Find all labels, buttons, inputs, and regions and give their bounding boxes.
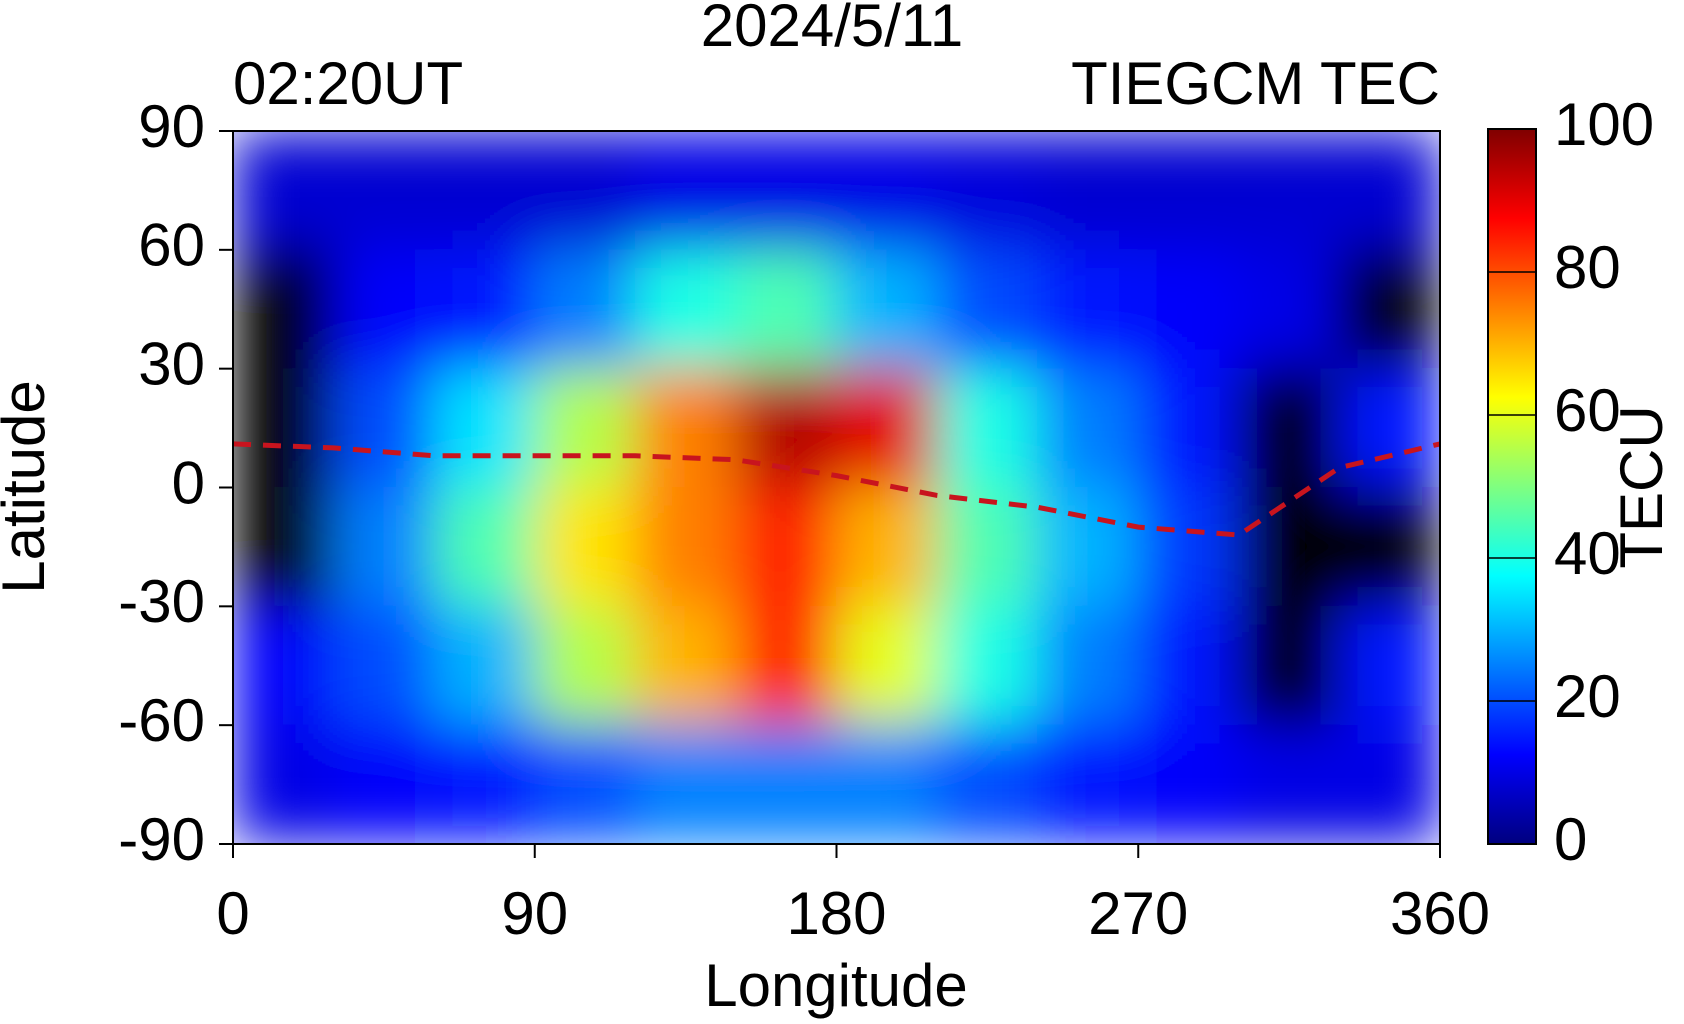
heat-cell	[836, 487, 938, 607]
heat-cell	[1037, 487, 1139, 607]
heat-cell	[1037, 249, 1139, 370]
heat-cell	[233, 724, 335, 844]
y-tick-label: 0	[172, 449, 205, 516]
x-tick-label: 270	[1088, 880, 1188, 947]
heat-cell	[233, 249, 335, 370]
heat-cell	[1338, 487, 1440, 607]
colorbar-tick-label: 0	[1554, 806, 1587, 873]
heat-cell	[1338, 249, 1440, 370]
heat-cell	[1238, 368, 1340, 488]
heat-cell	[333, 249, 435, 370]
heat-cell	[1137, 605, 1240, 726]
heat-cell	[936, 605, 1039, 726]
heat-cell	[1037, 368, 1139, 488]
heat-cell	[534, 249, 636, 370]
y-tick-label: 30	[138, 331, 205, 398]
heat-cell	[936, 368, 1039, 488]
heat-cell	[1338, 605, 1440, 726]
heat-cell	[836, 724, 938, 844]
heat-cell	[433, 131, 536, 251]
heat-cell	[936, 249, 1039, 370]
heat-cell	[735, 131, 837, 251]
heat-cell	[233, 605, 335, 726]
heat-cell	[534, 131, 636, 251]
heat-cell	[735, 487, 837, 607]
heat-cell	[333, 724, 435, 844]
heat-cell	[1238, 605, 1340, 726]
colorbar-tick-label: 60	[1554, 377, 1621, 444]
x-tick-label: 0	[216, 880, 249, 947]
heat-cell	[433, 368, 536, 488]
heat-cell	[1137, 724, 1240, 844]
heat-cell	[1137, 487, 1240, 607]
heat-cell	[836, 368, 938, 488]
heat-cell	[1137, 131, 1240, 251]
subtitle-left: 02:20UT	[233, 50, 463, 117]
colorbar-tick-label: 40	[1554, 520, 1621, 587]
heat-cell	[433, 605, 536, 726]
heat-cell	[534, 605, 636, 726]
heat-cell	[333, 605, 435, 726]
heat-cell	[233, 131, 335, 251]
heat-cell	[735, 724, 837, 844]
heat-cell	[1037, 605, 1139, 726]
heat-cell	[333, 368, 435, 488]
heat-cell	[433, 724, 536, 844]
heat-cell	[1137, 249, 1240, 370]
heat-cell	[936, 131, 1039, 251]
x-tick-label: 180	[786, 880, 886, 947]
heat-cell	[333, 487, 435, 607]
heat-cell	[735, 249, 837, 370]
heat-cell	[233, 487, 335, 607]
heat-cell	[1338, 368, 1440, 488]
y-tick-label: 60	[138, 212, 205, 279]
subtitle-right: TIEGCM TEC	[1071, 50, 1440, 117]
heat-cell	[1238, 487, 1340, 607]
heat-cell	[1037, 724, 1139, 844]
heat-cell	[634, 605, 737, 726]
heat-cell	[836, 249, 938, 370]
heat-cell	[735, 605, 837, 726]
heat-cell	[634, 368, 737, 488]
x-tick-label: 90	[501, 880, 568, 947]
chart-title: 2024/5/11	[701, 0, 963, 59]
plot-area	[233, 131, 1440, 844]
colorbar-tick-label: 80	[1554, 234, 1621, 301]
heat-cell	[534, 368, 636, 488]
x-axis-label: Longitude	[704, 952, 968, 1019]
heat-cell	[1037, 131, 1139, 251]
heat-cell	[1238, 249, 1340, 370]
heat-cell	[333, 131, 435, 251]
heat-cell	[1238, 131, 1340, 251]
y-tick-label: -90	[118, 806, 205, 873]
heat-cell	[634, 249, 737, 370]
heat-cell	[534, 724, 636, 844]
colorbar-tick-label: 20	[1554, 663, 1621, 730]
heat-cell	[836, 131, 938, 251]
heat-cell	[634, 487, 737, 607]
colorbar	[1487, 128, 1537, 845]
heat-cell	[534, 487, 636, 607]
heat-cell	[836, 605, 938, 726]
heat-cell	[433, 487, 536, 607]
y-tick-label: -60	[118, 687, 205, 754]
y-axis-label: Latitude	[0, 380, 57, 594]
heat-cell	[433, 249, 536, 370]
heat-cell	[1338, 724, 1440, 844]
colorbar-tick-label: 100	[1554, 91, 1654, 158]
dip-equator-line	[233, 441, 1440, 538]
y-tick-label: 90	[138, 93, 205, 160]
heatmap	[233, 131, 1440, 844]
heat-cell	[1238, 724, 1340, 844]
x-tick-label: 360	[1390, 880, 1490, 947]
y-tick-label: -30	[118, 568, 205, 635]
heat-cell	[634, 724, 737, 844]
colorbar-label: TECU	[1608, 405, 1675, 568]
heat-cell	[936, 724, 1039, 844]
heat-cell	[1137, 368, 1240, 488]
heat-cell	[233, 368, 335, 488]
heat-cell	[1338, 131, 1440, 251]
heat-cell	[634, 131, 737, 251]
